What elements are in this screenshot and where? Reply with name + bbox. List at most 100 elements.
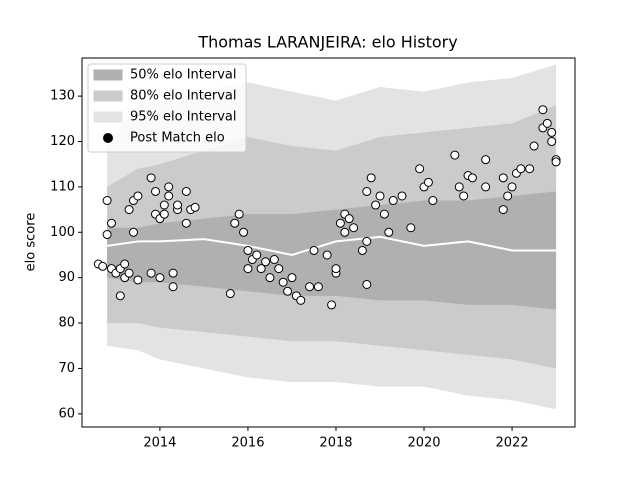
match-point — [133, 275, 143, 285]
match-point — [155, 273, 165, 283]
match-point — [164, 191, 174, 201]
match-point — [498, 205, 508, 215]
match-point — [168, 282, 178, 292]
match-point — [252, 250, 262, 260]
y-tick-label: 130 — [50, 89, 75, 104]
y-tick-label: 80 — [58, 316, 75, 331]
match-point — [98, 261, 108, 271]
match-point — [327, 300, 337, 310]
match-point — [243, 264, 253, 274]
match-point — [278, 277, 288, 287]
match-point — [146, 173, 156, 183]
x-tick-label: 2020 — [407, 436, 440, 451]
legend: 50% elo Interval 80% elo Interval 95% elo … — [87, 63, 247, 153]
match-point — [388, 196, 398, 206]
y-tick-label: 110 — [50, 179, 75, 194]
match-point — [181, 218, 191, 228]
match-point — [384, 227, 394, 237]
match-point — [124, 268, 134, 278]
match-point — [375, 191, 385, 201]
match-point — [168, 268, 178, 278]
match-point — [265, 273, 275, 283]
match-point — [406, 223, 416, 233]
y-tick-label: 120 — [50, 134, 75, 149]
match-point — [459, 191, 469, 201]
legend-swatch — [93, 69, 123, 81]
match-point — [309, 245, 319, 255]
interval-band — [107, 191, 557, 310]
match-point — [547, 137, 557, 147]
y-tick-label: 90 — [58, 270, 75, 285]
match-point — [313, 282, 323, 292]
x-tick-label: 2014 — [143, 436, 176, 451]
match-point — [357, 245, 367, 255]
match-point — [102, 230, 112, 240]
legend-label: 80% elo Interval — [130, 89, 237, 104]
match-point — [551, 157, 561, 167]
y-tick-label: 100 — [50, 225, 75, 240]
match-point — [331, 264, 341, 274]
match-point — [225, 289, 235, 299]
plot-frame — [81, 57, 576, 428]
match-point — [516, 164, 526, 174]
match-point — [529, 141, 539, 151]
match-point — [542, 118, 552, 128]
y-tick-label: 70 — [58, 361, 75, 376]
match-point — [159, 209, 169, 219]
x-tick-label: 2018 — [319, 436, 352, 451]
y-axis-label: elo score — [24, 213, 39, 272]
match-point — [366, 173, 376, 183]
match-point — [349, 223, 359, 233]
match-point — [230, 218, 240, 228]
match-point — [124, 205, 134, 215]
match-point — [335, 218, 345, 228]
match-point — [454, 182, 464, 192]
match-point — [181, 186, 191, 196]
plot-area — [93, 64, 561, 410]
match-point — [256, 264, 266, 274]
match-point — [344, 214, 354, 224]
match-point — [173, 200, 183, 210]
match-point — [481, 155, 491, 165]
match-point — [428, 196, 438, 206]
match-point — [234, 209, 244, 219]
match-point — [274, 264, 284, 274]
match-point — [296, 295, 306, 305]
x-tick-label: 2016 — [231, 436, 264, 451]
match-point — [269, 255, 279, 265]
match-point — [362, 186, 372, 196]
match-point — [120, 259, 130, 269]
match-point — [525, 164, 535, 174]
match-point — [340, 227, 350, 237]
legend-label: 95% elo Interval — [130, 110, 237, 125]
match-point — [106, 218, 116, 228]
match-point — [129, 227, 139, 237]
legend-swatch — [93, 111, 123, 123]
match-point — [287, 273, 297, 283]
match-point — [503, 191, 513, 201]
match-point — [415, 164, 425, 174]
y-tick-label: 60 — [58, 406, 75, 421]
match-point — [379, 209, 389, 219]
match-point — [164, 182, 174, 192]
match-point — [190, 202, 200, 212]
legend-box — [87, 63, 247, 153]
match-point — [322, 250, 332, 260]
match-point — [239, 227, 249, 237]
match-point — [243, 245, 253, 255]
legend-label: Post Match elo — [130, 131, 225, 146]
match-point — [283, 286, 293, 296]
match-point — [133, 191, 143, 201]
match-point — [151, 186, 161, 196]
match-point — [507, 182, 517, 192]
match-point — [261, 257, 271, 267]
match-point — [146, 268, 156, 278]
legend-label: 50% elo Interval — [130, 68, 237, 83]
match-point — [423, 177, 433, 187]
match-point — [371, 200, 381, 210]
legend-swatch — [93, 90, 123, 102]
match-point — [305, 282, 315, 292]
match-point — [115, 291, 125, 301]
match-point — [362, 236, 372, 246]
